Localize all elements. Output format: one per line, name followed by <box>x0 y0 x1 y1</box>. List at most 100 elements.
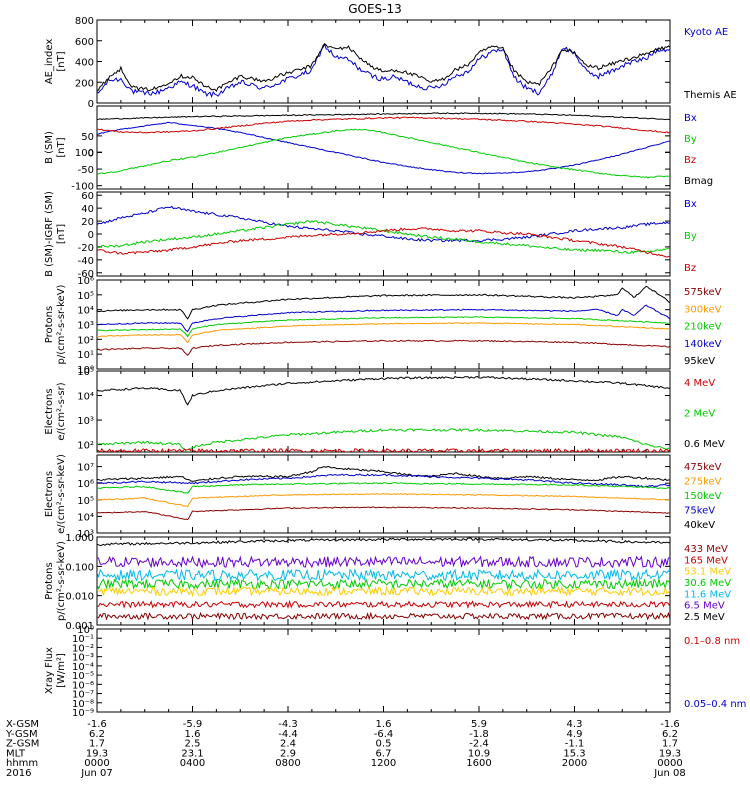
series-themis-ae <box>97 43 670 93</box>
legend-label: 40keV <box>684 520 715 531</box>
y-tick-label: 10⁷ <box>77 463 94 474</box>
row-value: 5.9 <box>471 719 487 730</box>
row-value: 1.7 <box>89 739 105 750</box>
legend-label: Kyoto AE <box>684 27 728 38</box>
legend-label: 433 MeV <box>684 544 728 555</box>
series-4-mev <box>97 447 670 452</box>
legend-label: 4 MeV <box>684 378 715 389</box>
series-75kev <box>97 473 670 488</box>
y-tick-label: 10⁴ <box>77 392 94 403</box>
row-label: hhmm <box>6 758 38 769</box>
legend-label: 2 MeV <box>684 409 715 420</box>
row-value: 6.7 <box>376 748 392 759</box>
panel-frame <box>96 628 671 713</box>
row-value: 4.9 <box>567 729 583 740</box>
row-value: 4.3 <box>567 719 583 730</box>
bottom-axis-table: X-GSM -1.6 -5.9 -4.3 1.6 5.9 4.3 -1.6Y-GSM 6.2 1.… <box>5 719 686 779</box>
series-bz <box>97 227 670 258</box>
legend-label: 210keV <box>684 322 722 333</box>
row-value: 1.7 <box>662 739 678 750</box>
legend-label: Bmag <box>684 176 713 187</box>
row-label: Z-GSM <box>6 739 39 750</box>
y-tick-label: 10⁵ <box>77 291 94 302</box>
series-53-1-mev <box>97 585 670 598</box>
y-tick-label: 10⁰ <box>77 625 94 636</box>
row-value: 1200 <box>371 758 396 769</box>
row-value: 0400 <box>180 758 205 769</box>
series-575kev <box>97 339 670 356</box>
y-tick-label: 60 <box>81 191 94 202</box>
series-bx <box>97 205 670 243</box>
y-axis-units: [nT] <box>56 137 67 157</box>
y-tick-label: 10⁻⁶ <box>72 680 94 691</box>
y-axis-units: e/(cm²-s-sr-keV) <box>56 454 67 534</box>
series-6-5-mev <box>97 555 670 569</box>
y-tick-label: 10⁻⁸ <box>72 699 94 710</box>
legend-label: 140keV <box>684 339 722 350</box>
row-value: 2.5 <box>185 739 201 750</box>
series-bx <box>97 121 670 175</box>
y-tick-label: -50 <box>78 165 94 176</box>
row-value: 10.9 <box>468 748 490 759</box>
series-bmag <box>97 112 670 121</box>
y-tick-label: 10⁻⁴ <box>72 662 94 673</box>
y-tick-label: 400 <box>75 58 94 69</box>
y-tick-label: 10³ <box>77 529 94 540</box>
row-label: MLT <box>6 748 26 759</box>
y-axis-label: B (SM)-IGRF (SM) <box>44 191 55 277</box>
y-tick-label: 10⁻¹ <box>72 634 94 645</box>
y-axis-units: [nT] <box>56 51 67 71</box>
series-2-5-mev <box>97 537 670 547</box>
legend-label: Bz <box>684 155 696 166</box>
y-tick-label: 10⁴ <box>77 306 94 317</box>
series-kyoto-ae <box>97 42 670 98</box>
y-axis-units: [nT] <box>56 224 67 244</box>
y-tick-label: 40 <box>81 204 94 215</box>
y-axis-label: Protons <box>44 306 55 343</box>
row-value: 1.6 <box>185 729 201 740</box>
legend-label: 11.6 MeV <box>684 589 731 600</box>
y-axis-label: Xray Flux <box>44 647 55 694</box>
legend-label: 0.1–0.8 nm <box>684 636 740 647</box>
y-tick-label: 10⁵ <box>77 496 94 507</box>
y-axis-label: B (SM) <box>44 131 55 164</box>
row-value: -6.4 <box>374 729 394 740</box>
row-value: -4.3 <box>278 719 298 730</box>
legend-label: 165 MeV <box>684 555 728 566</box>
row-value: 0.5 <box>376 739 392 750</box>
panel-electrons_mev: 10² 10³ 10⁴ 10⁵ Electrons e/(cm²-s-sr) 4 MeV 2 … <box>44 367 725 453</box>
legend-label: 0.05–0.4 nm <box>684 699 746 710</box>
legend-label: 300keV <box>684 304 722 315</box>
series-2-mev <box>97 428 670 452</box>
row-value: 19.3 <box>659 748 681 759</box>
legend-label: Bx <box>684 199 697 210</box>
series-95kev <box>97 285 670 320</box>
y-tick-label: 10⁻³ <box>72 653 94 664</box>
row-label: 2016 <box>6 768 31 779</box>
y-tick-label: 10⁻⁹ <box>72 708 94 719</box>
series-150kev <box>97 482 670 494</box>
y-tick-label: 200 <box>75 78 94 89</box>
row-value: Jun 07 <box>80 768 113 779</box>
row-value: 0000 <box>657 758 682 769</box>
y-tick-label: 10⁻⁷ <box>72 690 94 701</box>
series-40kev <box>97 465 670 482</box>
y-tick-label: -60 <box>78 269 94 280</box>
series-by <box>97 128 670 179</box>
row-value: 2.4 <box>280 739 296 750</box>
row-value: -5.9 <box>183 719 203 730</box>
panel-protons_mev: 0.001 0.010 0.100 1.000 Protons p/(cm²-s-sr-k… <box>44 533 731 632</box>
series-by <box>97 220 670 254</box>
legend-label: 275keV <box>684 477 722 488</box>
legend-label: By <box>684 231 697 242</box>
series-165-mev <box>97 599 670 609</box>
y-tick-label: 50 <box>81 132 94 143</box>
series-140kev <box>97 304 670 333</box>
panel-ae: 0 200 400 600 800 AE_index [nT] Kyoto AE Themis … <box>44 16 737 110</box>
y-axis-label: Protons <box>44 562 55 599</box>
series-30-6-mev <box>97 577 670 591</box>
legend-label: 30.6 MeV <box>684 578 731 589</box>
row-value: 1600 <box>466 758 491 769</box>
y-tick-label: 10⁻² <box>72 643 94 654</box>
